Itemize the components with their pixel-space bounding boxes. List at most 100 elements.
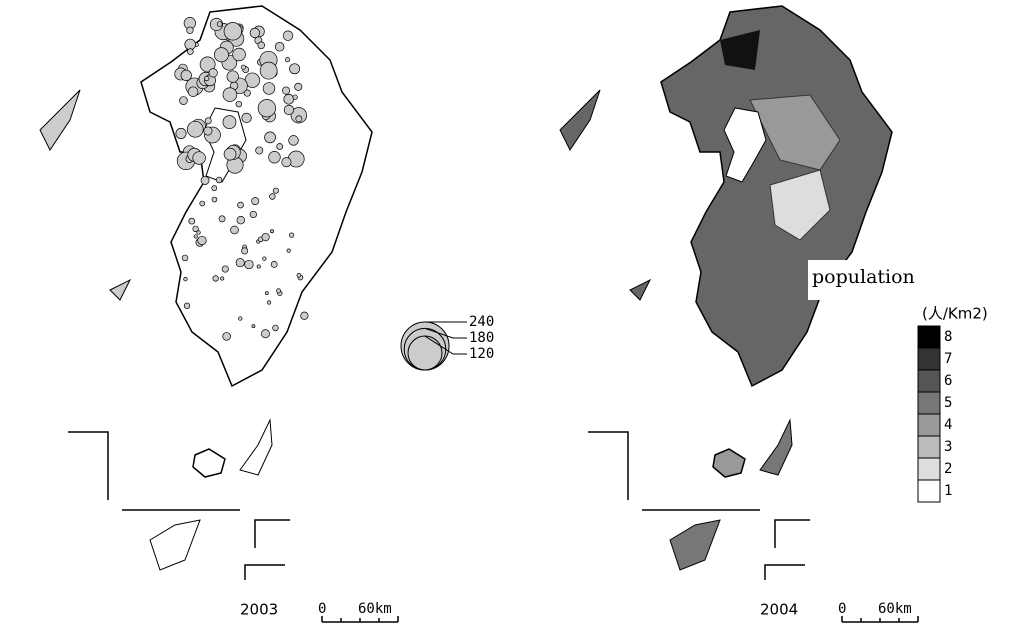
map-symbol [213,47,229,63]
map-symbol [211,185,218,192]
map-symbol [203,126,213,136]
legend-label: 4 [944,417,952,433]
map-symbol [290,107,307,124]
map-symbol [256,264,261,269]
map-symbol [282,30,294,41]
map-symbol [180,69,192,81]
legend-label: 2 [944,461,952,477]
legend-swatch [917,479,941,503]
label-box [808,260,920,300]
map-symbol [211,196,218,203]
map-symbol [181,254,189,262]
legend-swatch [917,369,941,393]
map-symbol [222,332,231,341]
map-symbol [283,104,295,115]
scale-bar [321,616,919,623]
map-symbol [188,217,196,225]
map-symbol [186,120,204,138]
map-symbol [199,200,206,207]
map-symbol [261,233,270,242]
map-symbol [274,41,285,52]
map-symbol [236,216,245,225]
map-symbol [272,187,279,194]
scale-label: 0 [318,601,326,617]
map-symbol [257,41,265,50]
map-symbol [237,201,244,209]
map-symbol [257,99,276,118]
map-symbol [215,176,223,184]
legend-swatch [917,325,941,349]
map-symbol [222,115,237,130]
map-symbol [241,247,249,255]
map-symbol [276,288,282,294]
map-symbol [276,143,284,150]
map-symbol [183,276,188,282]
map-symbol [197,235,207,246]
scale-label: 60km [358,601,392,617]
legend-label: 180 [469,330,494,346]
map-symbol [292,94,298,100]
map-symbol [251,197,260,206]
map-symbol [295,115,303,123]
map-symbol [251,324,256,329]
legend-label: 8 [944,329,952,345]
map-symbol [175,127,187,139]
map-symbol [208,68,218,78]
map-symbol [300,311,309,320]
legend-circle [407,335,443,371]
map-symbol [259,61,278,80]
map-symbol [199,56,216,73]
map-symbol [270,260,278,268]
legend-label: 120 [469,346,494,362]
scale-label: 0 [838,601,846,617]
map-symbol [249,27,261,39]
legend-label: 6 [944,373,952,389]
map-symbol [209,17,224,31]
map-symbol [264,291,269,296]
map-symbol [289,232,295,238]
map-symbol [221,265,229,273]
map-symbol [262,256,267,261]
map-symbol [272,324,279,332]
map-symbol [238,316,243,321]
map-symbol [187,48,194,55]
legend-swatch [917,347,941,371]
map-symbol [223,22,242,41]
map-symbol [235,100,243,108]
map-symbol [241,112,252,123]
legend-swatch [917,413,941,437]
year-label: 2003 [240,601,278,619]
map-label: population [812,266,915,288]
map-symbol [285,57,291,63]
map-symbol [244,259,254,270]
map-symbol [232,47,246,62]
legend-label: 240 [469,314,494,330]
legend-label: 7 [944,351,952,367]
map-symbol [267,300,272,305]
map-symbol [255,146,264,155]
map-symbol [270,229,274,234]
map-symbol [204,75,210,82]
legend-swatch [917,435,941,459]
map-symbol [260,329,270,339]
map-2004 [559,5,893,580]
map-symbol [296,273,302,278]
map-2003 [39,5,373,580]
scale-label: 60km [878,601,912,617]
map-symbol [200,176,210,185]
map-symbol [218,215,226,223]
map-symbol [282,86,291,95]
map-symbol [186,26,194,34]
year-label: 2004 [760,601,798,619]
map-symbol [196,230,201,235]
map-symbol [281,157,292,168]
map-symbol [294,82,303,91]
map-symbol [226,70,239,83]
map-symbol [222,87,238,102]
map-symbol [288,135,299,146]
map-symbol [230,225,239,235]
map-symbol [283,93,295,105]
leader-line [424,327,467,339]
map-symbol [187,86,199,97]
